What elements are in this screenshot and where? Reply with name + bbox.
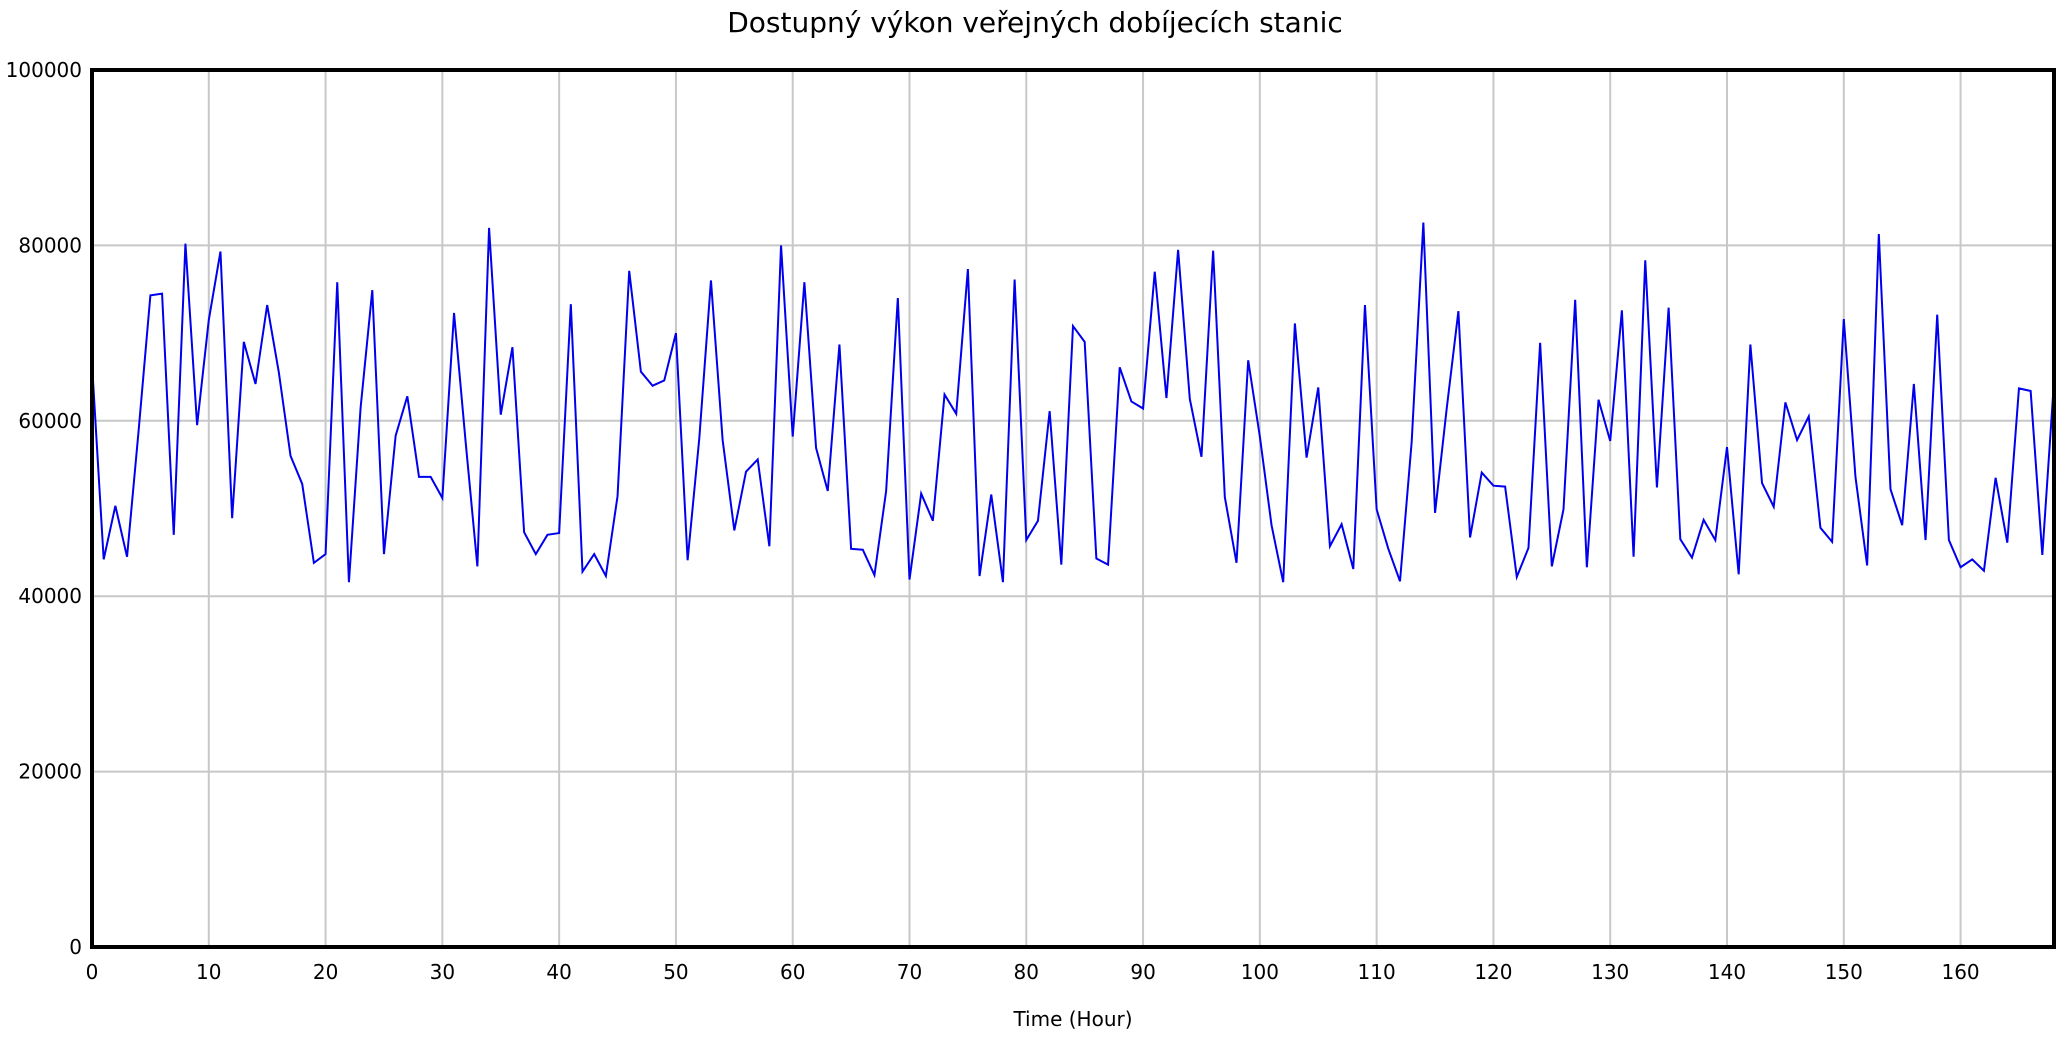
y-tick-label: 80000 <box>18 233 82 257</box>
y-axis-ticks: 0 20000 40000 60000 80000 100000 <box>6 58 82 959</box>
chart-title: Dostupný výkon veřejných dobíjecích stan… <box>727 6 1343 39</box>
series-group <box>91 222 2055 583</box>
x-tick-label: 130 <box>1591 960 1629 984</box>
x-tick-label: 20 <box>313 960 338 984</box>
x-tick-label: 60 <box>780 960 805 984</box>
x-tick-label: 10 <box>196 960 221 984</box>
y-tick-label: 40000 <box>18 584 82 608</box>
x-tick-label: 100 <box>1241 960 1279 984</box>
y-tick-label: 100000 <box>6 58 82 82</box>
plot-frame <box>90 68 2056 949</box>
grid <box>92 70 2054 947</box>
x-tick-label: 40 <box>546 960 571 984</box>
x-tick-label: 110 <box>1358 960 1396 984</box>
x-tick-label: 160 <box>1941 960 1979 984</box>
x-tick-label: 0 <box>86 960 99 984</box>
x-tick-label: 150 <box>1825 960 1863 984</box>
series-line <box>91 222 2055 583</box>
x-tick-label: 50 <box>663 960 688 984</box>
x-axis-ticks: 0 10 20 30 40 50 60 70 80 90 100 110 120 130 140 150 160 <box>86 960 1980 984</box>
y-tick-label: 0 <box>69 935 82 959</box>
x-axis-label: Time (Hour) <box>1012 1007 1132 1031</box>
y-tick-label: 20000 <box>18 760 82 784</box>
x-tick-label: 140 <box>1708 960 1746 984</box>
y-tick-label: 60000 <box>18 409 82 433</box>
x-tick-label: 90 <box>1130 960 1155 984</box>
x-tick-label: 30 <box>430 960 455 984</box>
x-tick-label: 70 <box>897 960 922 984</box>
x-tick-label: 120 <box>1474 960 1512 984</box>
x-tick-label: 80 <box>1014 960 1039 984</box>
